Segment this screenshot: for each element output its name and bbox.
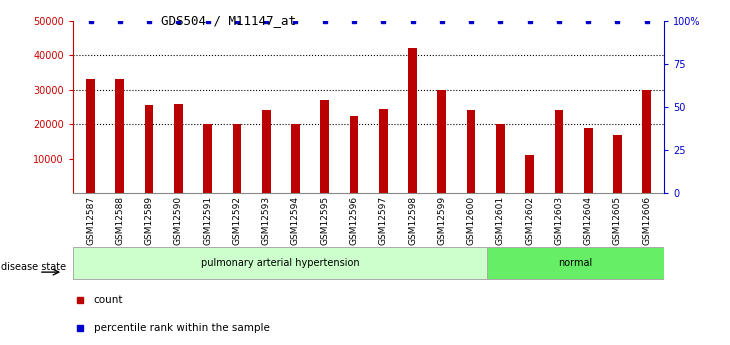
Text: GSM12595: GSM12595 bbox=[320, 196, 329, 245]
Bar bbox=[174, 104, 182, 193]
Text: GSM12603: GSM12603 bbox=[554, 196, 564, 245]
Bar bbox=[496, 124, 504, 193]
Text: GSM12593: GSM12593 bbox=[261, 196, 271, 245]
FancyBboxPatch shape bbox=[73, 247, 487, 279]
Bar bbox=[262, 110, 271, 193]
Bar bbox=[584, 128, 593, 193]
Bar bbox=[437, 90, 446, 193]
Text: count: count bbox=[93, 295, 123, 305]
Bar bbox=[115, 79, 124, 193]
Text: GSM12589: GSM12589 bbox=[145, 196, 153, 245]
Text: GSM12604: GSM12604 bbox=[584, 196, 593, 245]
Text: GSM12587: GSM12587 bbox=[86, 196, 95, 245]
Bar bbox=[291, 124, 300, 193]
Bar bbox=[379, 109, 388, 193]
Bar bbox=[203, 124, 212, 193]
Text: GSM12596: GSM12596 bbox=[350, 196, 358, 245]
Bar bbox=[555, 110, 564, 193]
Text: GSM12597: GSM12597 bbox=[379, 196, 388, 245]
Text: GSM12600: GSM12600 bbox=[466, 196, 476, 245]
Text: GSM12592: GSM12592 bbox=[232, 196, 242, 245]
Text: GSM12588: GSM12588 bbox=[115, 196, 124, 245]
Bar bbox=[466, 110, 475, 193]
Text: GSM12602: GSM12602 bbox=[525, 196, 534, 245]
Bar bbox=[350, 116, 358, 193]
Text: GDS504 / M11147_at: GDS504 / M11147_at bbox=[161, 14, 296, 27]
FancyBboxPatch shape bbox=[487, 247, 664, 279]
Text: percentile rank within the sample: percentile rank within the sample bbox=[93, 323, 269, 333]
Bar bbox=[86, 79, 95, 193]
Text: pulmonary arterial hypertension: pulmonary arterial hypertension bbox=[201, 258, 359, 268]
Text: GSM12601: GSM12601 bbox=[496, 196, 505, 245]
Text: GSM12598: GSM12598 bbox=[408, 196, 417, 245]
Text: GSM12599: GSM12599 bbox=[437, 196, 446, 245]
Text: normal: normal bbox=[558, 258, 593, 268]
Bar bbox=[233, 124, 242, 193]
Text: GSM12591: GSM12591 bbox=[203, 196, 212, 245]
Bar bbox=[642, 90, 651, 193]
Bar bbox=[408, 48, 417, 193]
Bar bbox=[145, 105, 153, 193]
Text: disease state: disease state bbox=[1, 263, 66, 272]
Text: GSM12605: GSM12605 bbox=[613, 196, 622, 245]
Bar bbox=[320, 100, 329, 193]
Bar bbox=[526, 155, 534, 193]
Bar bbox=[613, 135, 622, 193]
Text: GSM12594: GSM12594 bbox=[291, 196, 300, 245]
Text: GSM12606: GSM12606 bbox=[642, 196, 651, 245]
Text: GSM12590: GSM12590 bbox=[174, 196, 183, 245]
